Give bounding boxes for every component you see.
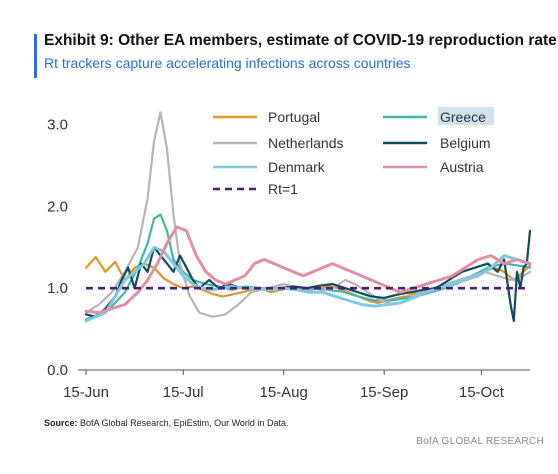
legend-highlight [438,107,494,125]
legend-label: Austria [440,159,484,175]
x-axis: 15-Jun 15-Jul 15-Aug 15-Sep 15-Oct [63,369,530,401]
legend-label: Portugal [268,109,320,125]
chart-title: Exhibit 9: Other EA members, estimate of… [44,32,557,49]
legend-item-netherlands: Netherlands [213,135,344,151]
legend-item-portugal: Portugal [213,109,320,125]
legend-label: Belgium [440,135,491,151]
chart-subtitle: Rt trackers capture accelerating infecti… [44,55,411,71]
x-tick-label: 15-Jul [163,384,204,401]
legend-label: Denmark [268,159,326,175]
source-label: Source: [44,418,78,428]
legend-item-austria: Austria [383,159,484,175]
y-tick-label: 3.0 [47,117,68,134]
legend-item-belgium: Belgium [383,135,491,151]
x-tick-label: 15-Oct [459,384,505,401]
source-text: BofA Global Research, EpiEstim, Our Worl… [80,418,289,428]
source-note: Source: BofA Global Research, EpiEstim, … [44,418,288,428]
chart-legend: Portugal Greece Netherlands Belgium Denmark A… [213,107,494,197]
legend-item-greece: Greece [383,107,494,125]
legend-item-denmark: Denmark [213,159,326,175]
brand-footer: BofA GLOBAL RESEARCH [416,436,544,447]
series-line-austria [84,225,532,315]
y-tick-label: 1.0 [47,280,68,297]
legend-label: Greece [440,109,486,125]
x-tick-label: 15-Jun [63,384,109,401]
legend-label: Rt=1 [268,181,298,197]
legend-label: Netherlands [268,135,344,151]
series-layer [84,111,532,323]
y-tick-label: 0.0 [47,362,68,379]
series-line-denmark [84,245,532,323]
x-tick-label: 15-Aug [260,384,308,401]
y-tick-label: 2.0 [47,198,68,215]
x-tick-label: 15-Sep [360,384,408,401]
y-axis: 0.0 1.0 2.0 3.0 [47,117,68,379]
legend-item-rt-1: Rt=1 [213,181,298,197]
series-line-belgium [84,229,532,322]
title-accent-bar [34,34,37,78]
